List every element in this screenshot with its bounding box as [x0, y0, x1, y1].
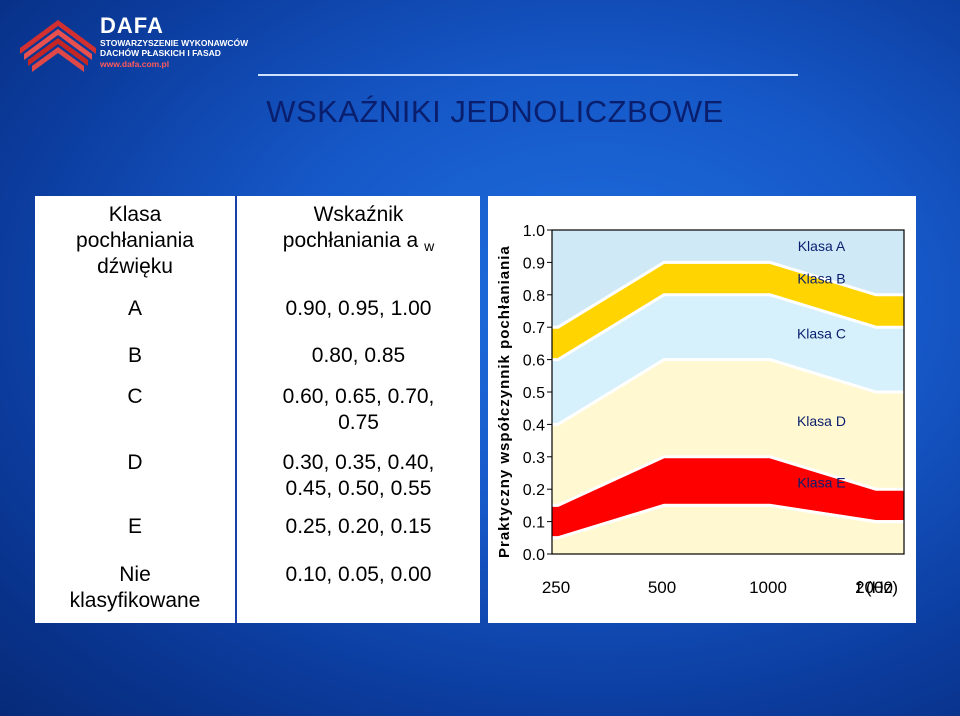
row-class-a: A	[127, 297, 142, 320]
header-class-line: pochłaniania	[76, 229, 194, 252]
row-class-line: klasyfikowane	[69, 589, 201, 612]
chart-band-boundary	[552, 358, 904, 426]
band-label: Klasa E	[797, 475, 845, 491]
x-tick-label: 250	[542, 578, 570, 597]
row-values-line: 0.30, 0.35, 0.40,	[282, 451, 435, 474]
header-class-line: Klasa	[108, 203, 162, 226]
brand-subtitle-2: DACHÓW PŁASKICH I FASAD	[100, 48, 221, 58]
y-tick-label: 0.4	[523, 417, 545, 434]
chart-band-klasa-a	[552, 230, 904, 328]
row-values-e: 0.25, 0.20, 0.15	[285, 515, 432, 538]
brand-url[interactable]: www.dafa.com.pl	[100, 59, 170, 69]
row-class-e: E	[127, 515, 142, 538]
chart-band-klasa-b	[552, 262, 904, 360]
x-tick-label: 500	[648, 578, 676, 597]
page-title: WSKAŹNIKI JEDNOLICZBOWE	[266, 94, 724, 129]
chart-svg: 0.0 0.1 0.2 0.3 0.4 0.5 0.6 0.7 0.8 0.9 1.0 250 500 1…	[523, 223, 905, 597]
header-divider	[258, 74, 798, 76]
y-tick-label: 0.8	[523, 288, 545, 305]
chart-band-klasa-e	[552, 456, 904, 538]
header-index-line: Wskaźnik	[313, 203, 404, 226]
chart-band-boundary	[552, 455, 904, 507]
row-class-line: Nie	[119, 563, 151, 586]
y-tick-label: 0.7	[523, 320, 545, 337]
row-values-c: 0.60, 0.65, 0.70, 0.75	[237, 384, 480, 436]
brand-subtitle-1: STOWARZYSZENIE WYKONAWCÓW	[100, 38, 249, 48]
x-tick-label: 2000	[855, 578, 893, 597]
row-values-b: 0.80, 0.85	[311, 344, 406, 367]
row-values-unclassified: 0.10, 0.05, 0.00	[285, 563, 432, 586]
band-label: Klasa D	[797, 413, 846, 429]
row-values-a: 0.90, 0.95, 1.00	[285, 297, 432, 320]
x-tick-label: 1000	[749, 578, 787, 597]
band-label: Klasa A	[798, 238, 846, 254]
chart-band-klasa-d	[552, 359, 904, 506]
chart-band-boundary	[552, 293, 904, 362]
row-class-c: C	[127, 385, 143, 408]
column-divider	[235, 196, 237, 623]
row-values-line: 0.60, 0.65, 0.70,	[282, 385, 435, 408]
logo-roof-icon	[20, 20, 96, 72]
header-index-text: pochłaniania a	[282, 229, 419, 252]
header-index-line: pochłaniania a w	[237, 228, 480, 259]
classification-table: Klasa pochłaniania dźwięku Wskaźnik poch…	[35, 196, 480, 623]
row-class-unclassified: Nie klasyfikowane	[35, 562, 235, 614]
header-class-line: dźwięku	[97, 255, 173, 278]
row-values-d: 0.30, 0.35, 0.40, 0.45, 0.50, 0.55	[237, 450, 480, 502]
chart-band-boundary	[552, 503, 904, 540]
chart-band-boundary	[552, 260, 904, 329]
y-tick-label: 0.5	[523, 385, 545, 402]
row-values-line: 0.75	[338, 411, 379, 434]
header-class-col: Klasa pochłaniania dźwięku	[35, 202, 235, 280]
row-class-b: B	[127, 344, 142, 367]
row-class-d: D	[127, 451, 143, 474]
header-index-subscript: w	[424, 238, 435, 254]
header-index-col: Wskaźnik pochłaniania a w	[237, 202, 480, 259]
dafa-logo: DAFA STOWARZYSZENIE WYKONAWCÓW DACHÓW PŁ…	[18, 14, 258, 76]
y-tick-label: 0.1	[523, 515, 545, 532]
chart-band-unclassified	[552, 505, 904, 554]
brand-name: DAFA	[100, 13, 164, 38]
row-values-line: 0.45, 0.50, 0.55	[285, 477, 432, 500]
y-tick-label: 1.0	[523, 223, 545, 240]
y-tick-label: 0.3	[523, 450, 545, 467]
y-tick-label: 0.2	[523, 482, 545, 499]
band-label: Klasa B	[797, 271, 845, 287]
absorption-class-chart: Praktyczny współczynnik pochłaniania 0.0…	[488, 196, 916, 623]
x-axis-title: f (Hz)	[856, 578, 898, 597]
y-tick-label: 0.6	[523, 353, 545, 370]
y-tick-label: 0.0	[523, 547, 545, 564]
y-tick-label: 0.9	[523, 255, 545, 272]
band-label: Klasa C	[797, 326, 846, 342]
